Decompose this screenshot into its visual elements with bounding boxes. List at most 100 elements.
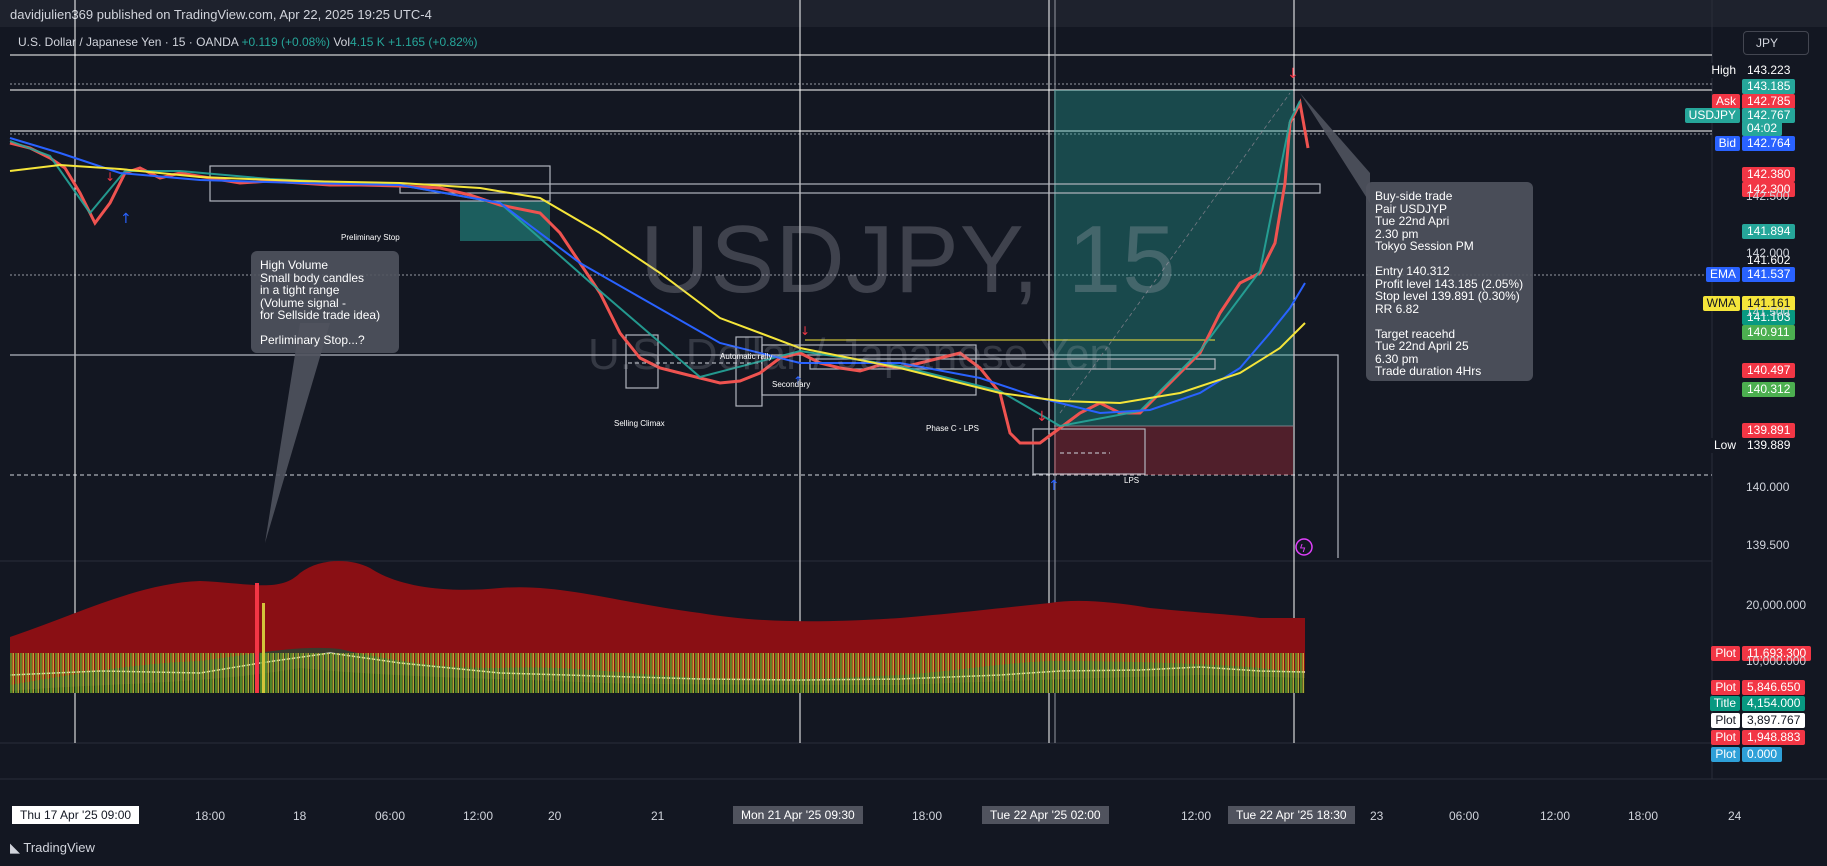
price-label-tag: WMA [1702, 296, 1740, 311]
price-label-tag: Low [1709, 438, 1740, 453]
price-label: 140.312 [1742, 382, 1796, 397]
price-label-tag: USDJPY [1684, 108, 1740, 123]
publisher-bar: davidjulien369 published on TradingView.… [0, 0, 1827, 27]
price-label: Plot 0.000 [1711, 747, 1783, 762]
time-axis-label: 12:00 [1181, 809, 1212, 823]
tv-brand: TradingView [23, 840, 95, 855]
svg-text:↓: ↓ [105, 170, 115, 184]
price-label: 141.103 [1742, 310, 1796, 325]
price-label-tag: Plot [1711, 713, 1740, 728]
price-label: Plot 3,897.767 [1711, 713, 1806, 728]
time-axis-label: 12:00 [1540, 809, 1571, 823]
price-label-value: 140.497 [1742, 363, 1796, 378]
chart-canvas[interactable]: ↑ ↓ ↓ ↑ ↓ ↓ ↑ ϟ [0, 0, 1827, 839]
note-buy-side-trade[interactable]: Buy-side trade Pair USDJYP Tue 22nd Apri… [1366, 182, 1533, 381]
time-axis-label: 18:00 [1628, 809, 1659, 823]
price-label-value: 143.223 [1742, 63, 1796, 78]
price-label: EMA 141.537 [1705, 267, 1796, 282]
svg-text:↑: ↑ [120, 211, 132, 227]
price-label-tag: Title [1709, 696, 1740, 711]
price-label: Title 4,154.000 [1709, 696, 1806, 711]
axis-tick: 140.000 [1746, 480, 1790, 494]
time-axis-label: Mon 21 Apr '25 09:30 [733, 806, 863, 824]
time-axis-label: 18:00 [912, 809, 943, 823]
price-label-value: 04:02 [1742, 121, 1783, 136]
price-label-value: 140.312 [1742, 382, 1796, 397]
annotation-automatic-rally: Automatic rally [720, 352, 773, 361]
vol-value: 4.15 K [350, 35, 385, 49]
price-label: 04:02 [1742, 121, 1783, 136]
vol-change: +1.165 (+0.82%) [388, 35, 478, 49]
price-label: 141.894 [1742, 224, 1796, 239]
price-label-value: 141.537 [1742, 267, 1796, 282]
time-axis-label: 21 [651, 809, 665, 823]
time-axis-label: 23 [1370, 809, 1384, 823]
symbol-change: +0.119 (+0.08%) [241, 35, 330, 49]
svg-text:↓: ↓ [800, 324, 810, 338]
price-label-value: 1,948.883 [1742, 730, 1806, 745]
time-axis-label: 12:00 [463, 809, 494, 823]
price-label-tag: Plot [1711, 747, 1740, 762]
price-label: Ask 142.785 [1711, 94, 1796, 109]
watermark-symbol: USDJPY, 15 [640, 206, 1177, 313]
price-label-tag: Plot [1711, 730, 1740, 745]
price-label-tag: High [1707, 63, 1740, 78]
time-axis-label: 18 [293, 809, 307, 823]
price-label-value: 142.764 [1742, 136, 1796, 151]
svg-text:↓: ↓ [1036, 409, 1048, 425]
time-axis-label: Thu 17 Apr '25 09:00 [12, 806, 140, 824]
time-axis-label: Tue 22 Apr '25 18:30 [1228, 806, 1355, 824]
price-label: 140.497 [1742, 363, 1796, 378]
annotation-phase-c-lps: Phase C - LPS [926, 424, 979, 433]
price-label-tag: EMA [1705, 267, 1740, 282]
axis-tick: 142.500 [1746, 189, 1790, 203]
publisher-text: davidjulien369 published on TradingView.… [10, 7, 432, 22]
price-label-value: 139.891 [1742, 423, 1796, 438]
time-axis-label: 06:00 [375, 809, 406, 823]
svg-text:↑: ↑ [793, 374, 803, 388]
price-label-value: 143.185 [1742, 79, 1796, 94]
price-label-value: 141.161 [1742, 296, 1796, 311]
price-label-value: 141.894 [1742, 224, 1796, 239]
price-label-value: 142.767 [1742, 108, 1796, 123]
price-label: 140.911 [1742, 325, 1795, 340]
time-axis-label: 20 [548, 809, 562, 823]
time-axis-label: 18:00 [195, 809, 226, 823]
annotation-secondary: Secondary [772, 380, 811, 389]
axis-tick: 141.500 [1746, 305, 1790, 319]
price-label-value: 5,846.650 [1742, 680, 1806, 695]
price-label: Plot 1,948.883 [1711, 730, 1806, 745]
price-label: 142.380 [1742, 167, 1796, 182]
price-label-value: 139.889 [1742, 438, 1796, 453]
price-label: Plot 11,693.300 [1711, 646, 1812, 661]
tradingview-logo: ◣ TradingView [10, 840, 95, 856]
vol-label: Vol [333, 35, 351, 49]
price-label: 139.891 [1742, 423, 1796, 438]
price-label: USDJPY 142.767 [1684, 108, 1796, 123]
price-label-value: 141.602 [1742, 253, 1796, 268]
price-label: 142.300 [1742, 182, 1796, 197]
price-label-value: 4,154.000 [1742, 696, 1806, 711]
axis-tick: 139.500 [1746, 538, 1790, 552]
price-label-tag: Ask [1711, 94, 1740, 109]
price-label-value: 142.300 [1742, 182, 1796, 197]
svg-text:↓: ↓ [1287, 66, 1299, 82]
time-axis[interactable]: Thu 17 Apr '25 09:00 18:00 18 06:00 12:00 20 2… [0, 806, 1827, 826]
annotation-preliminary-stop: Preliminary Stop [341, 233, 400, 242]
svg-text:ϟ: ϟ [1299, 542, 1306, 555]
axis-tick: 10,000.000 [1746, 654, 1807, 668]
time-axis-label: 24 [1728, 809, 1742, 823]
price-label: High 143.223 [1707, 63, 1796, 78]
price-label-tag: Plot [1711, 646, 1740, 661]
price-label-value: 142.785 [1742, 94, 1796, 109]
price-label-value: 142.380 [1742, 167, 1796, 182]
symbol-name: U.S. Dollar / Japanese Yen · 15 · OANDA [18, 35, 239, 49]
price-label-value: 3,897.767 [1742, 713, 1806, 728]
currency-button[interactable]: JPY [1743, 31, 1809, 55]
annotation-selling-climax: Selling Climax [614, 419, 665, 428]
price-label-value: 11,693.300 [1742, 646, 1812, 661]
price-label: Low 139.889 [1709, 438, 1796, 453]
symbol-legend[interactable]: U.S. Dollar / Japanese Yen · 15 · OANDA … [18, 35, 477, 49]
note-high-volume[interactable]: High Volume Small body candles in a tigh… [251, 251, 399, 353]
axis-tick: 20,000.000 [1746, 598, 1807, 612]
